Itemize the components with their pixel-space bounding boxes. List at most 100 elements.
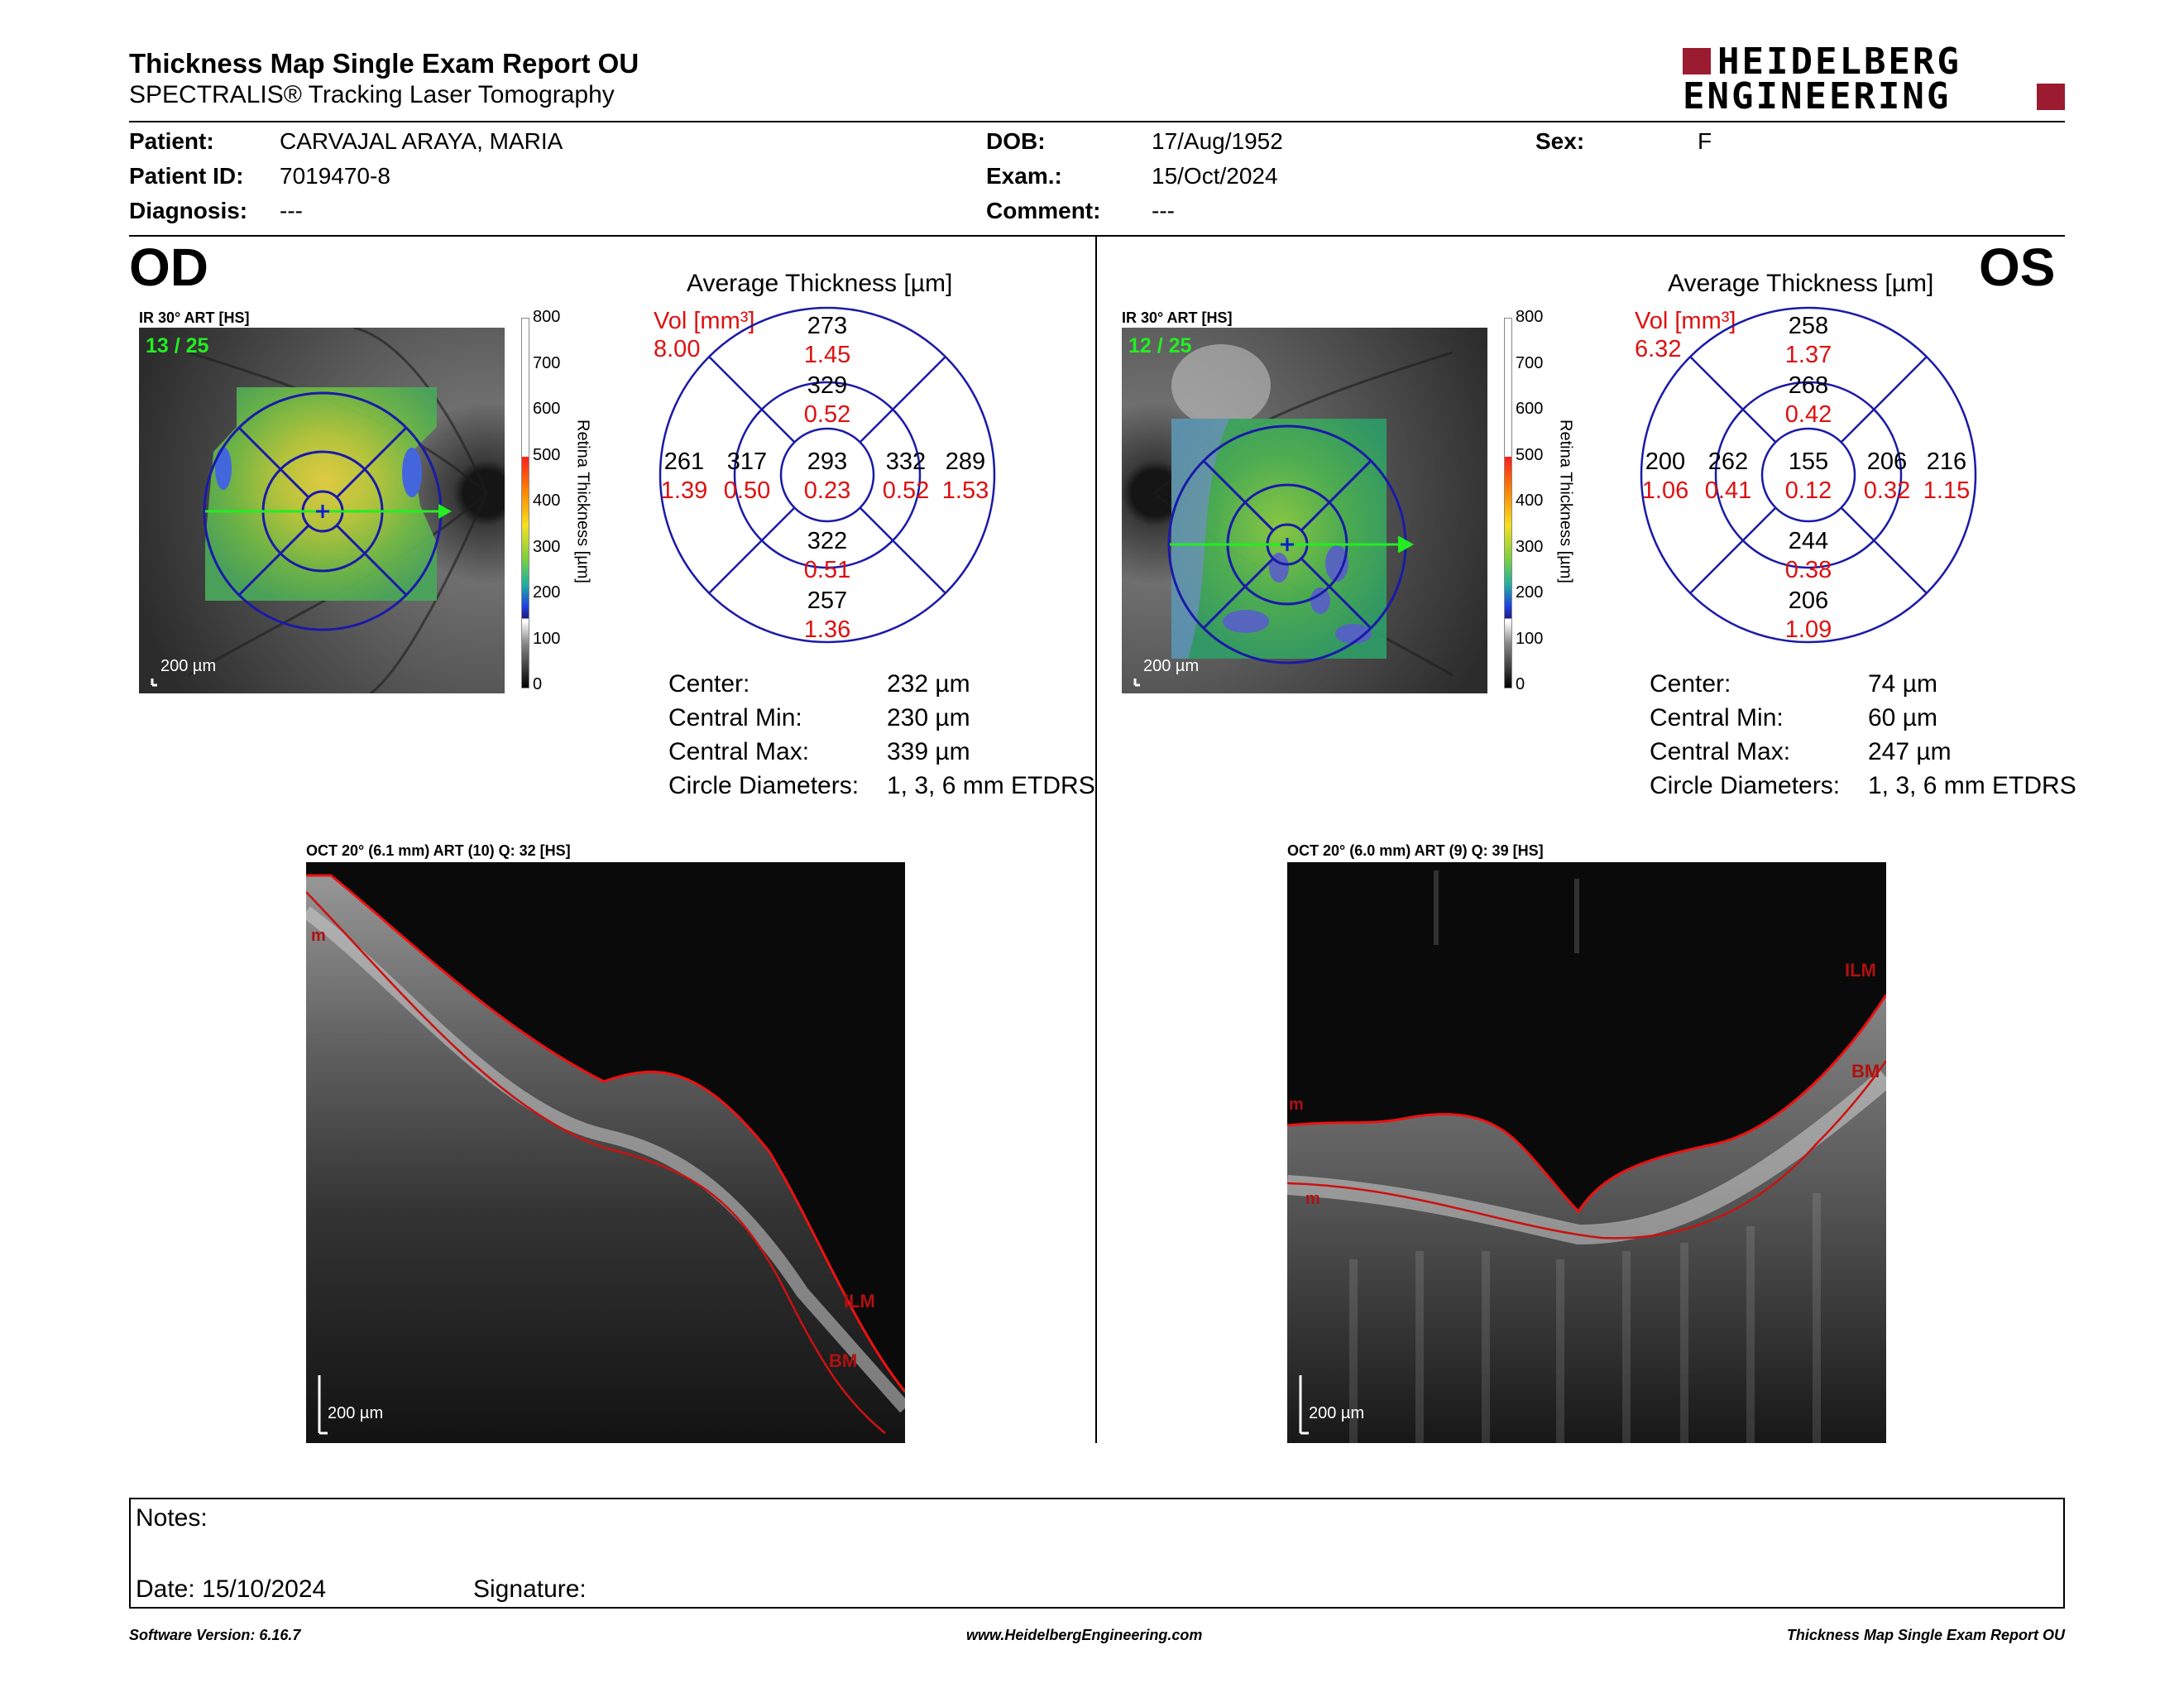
os-min-label: Central Min: <box>1650 704 1784 731</box>
os-outer-superior-volume: 1.37 <box>1784 342 1832 368</box>
od-fundus-image: 13 / 25 200 µm <box>139 328 505 693</box>
od-outer-inferior-volume: 1.36 <box>803 616 851 643</box>
od-inner-nasal-thickness: 332 <box>885 448 927 475</box>
scale-tick: 300 <box>1516 538 1544 556</box>
od-outer-nasal-volume: 1.53 <box>941 477 989 504</box>
od-inner-superior-volume: 0.52 <box>803 401 851 428</box>
os-inner-inferior-thickness: 244 <box>1788 528 1829 554</box>
notes-label: Notes: <box>136 1504 208 1532</box>
scale-tick: 700 <box>1516 354 1544 372</box>
os-outer-inferior-thickness: 206 <box>1788 587 1829 614</box>
os-center-label: Center: <box>1650 670 1731 698</box>
os-outer-temporal-thickness: 216 <box>1926 448 1967 475</box>
od-vol-label: Vol [mm³] <box>654 308 755 334</box>
od-max-value: 339 µm <box>887 738 970 765</box>
od-avg-title: Average Thickness [µm] <box>687 270 953 297</box>
scale-tick: 700 <box>533 354 561 372</box>
scale-tick: 300 <box>533 538 561 556</box>
od-max-label: Central Max: <box>668 738 810 765</box>
patient-name: CARVAJAL ARAYA, MARIA <box>280 128 563 154</box>
scale-axis-label: Retina Thickness [µm] <box>573 420 592 583</box>
os-diam-label: Circle Diameters: <box>1650 772 1841 799</box>
os-outer-nasal-thickness: 200 <box>1645 448 1686 475</box>
exam-label: Exam.: <box>986 163 1062 189</box>
scale-tick: 100 <box>1516 630 1544 648</box>
scale-axis-label: Retina Thickness [µm] <box>1556 420 1575 583</box>
software-version: Software Version: 6.16.7 <box>129 1627 301 1643</box>
sex-value: F <box>1698 128 1712 154</box>
od-outer-inferior-thickness: 257 <box>807 587 848 614</box>
patient-label: Patient: <box>129 128 214 154</box>
patient-id: 7019470-8 <box>280 163 390 189</box>
od-inner-nasal-volume: 0.52 <box>882 477 930 504</box>
os-outer-temporal-volume: 1.15 <box>1923 477 1971 504</box>
dob-value: 17/Aug/1952 <box>1152 128 1283 154</box>
date-label: Date: 15/10/2024 <box>136 1575 327 1603</box>
notes-box[interactable]: Notes: Date: 15/10/2024 Signature: <box>129 1498 2065 1609</box>
report-title: Thickness Map Single Exam Report OU <box>129 48 639 79</box>
od-oct-bscan: m ILM BM 200 µm <box>306 862 905 1443</box>
header-divider <box>129 121 2065 122</box>
od-inner-superior-thickness: 329 <box>807 372 848 399</box>
od-outer-nasal-thickness: 289 <box>945 448 986 475</box>
od-diam-label: Circle Diameters: <box>668 772 860 799</box>
os-layer-m-label-1: m <box>1289 1096 1304 1114</box>
os-outer-inferior-volume: 1.09 <box>1784 616 1832 643</box>
od-outer-temporal-volume: 1.39 <box>660 477 708 504</box>
od-inner-inferior-thickness: 322 <box>807 528 848 554</box>
os-eye-label: OS <box>1979 237 2056 297</box>
os-inner-nasal-volume: 0.41 <box>1704 477 1752 504</box>
od-oct-title: OCT 20° (6.1 mm) ART (10) Q: 32 [HS] <box>306 842 571 859</box>
heidelberg-logo: HEIDELBERG ENGINEERING <box>1683 41 2065 117</box>
scale-tick: 600 <box>533 400 561 418</box>
website-link[interactable]: www.HeidelbergEngineering.com <box>966 1627 1203 1643</box>
od-color-scale: 800 700 600 500 400 300 200 100 0 Retina… <box>521 308 629 698</box>
os-max-label: Central Max: <box>1650 738 1791 765</box>
scale-tick: 200 <box>1516 583 1544 602</box>
os-center-thickness: 155 <box>1788 448 1829 475</box>
scale-tick: 400 <box>1516 492 1544 510</box>
od-diam-value: 1, 3, 6 mm ETDRS <box>887 772 1095 799</box>
os-inner-temporal-volume: 0.32 <box>1863 477 1911 504</box>
patient-id-label: Patient ID: <box>129 163 244 189</box>
od-layer-bm-label: BM <box>829 1350 858 1371</box>
od-layer-ilm-label: ILM <box>844 1291 875 1312</box>
sex-label: Sex: <box>1535 128 1585 154</box>
diagnosis-value: --- <box>280 198 303 223</box>
od-scale-bar: 200 µm <box>160 657 217 675</box>
od-outer-temporal-thickness: 261 <box>663 448 705 475</box>
exam-value: 15/Oct/2024 <box>1152 163 1278 189</box>
od-eye-label: OD <box>129 237 208 297</box>
od-layer-m-label: m <box>311 927 326 945</box>
od-outer-superior-thickness: 273 <box>807 313 848 339</box>
dob-label: DOB: <box>986 128 1046 154</box>
os-center-volume: 0.12 <box>1784 477 1832 504</box>
scale-tick: 200 <box>533 583 561 602</box>
os-frame-counter: 12 / 25 <box>1128 334 1192 357</box>
od-oct-scale-bar: 200 µm <box>328 1404 384 1422</box>
scale-tick: 500 <box>1516 446 1544 464</box>
os-inner-inferior-volume: 0.38 <box>1784 557 1832 583</box>
os-scale-bar: 200 µm <box>1143 657 1200 675</box>
report-subtitle: SPECTRALIS® Tracking Laser Tomography <box>129 81 615 108</box>
os-etdrs-grid: 258 1.37 268 0.42 155 0.12 244 0.38 206 … <box>1640 306 1977 644</box>
os-layer-m-label-2: m <box>1305 1190 1320 1208</box>
diagnosis-label: Diagnosis: <box>129 198 248 223</box>
scale-tick: 100 <box>533 630 561 648</box>
os-oct-bscan: m m ILM BM 200 µm <box>1287 862 1886 1443</box>
od-min-label: Central Min: <box>668 704 802 731</box>
od-frame-counter: 13 / 25 <box>146 334 209 357</box>
scale-tick: 600 <box>1516 400 1544 418</box>
od-inner-temporal-thickness: 317 <box>726 448 768 475</box>
od-vol-value: 8.00 <box>654 336 701 362</box>
os-center-value: 74 µm <box>1868 670 1937 698</box>
os-inner-nasal-thickness: 262 <box>1707 448 1749 475</box>
od-center-volume: 0.23 <box>803 477 851 504</box>
os-vol-label: Vol [mm³] <box>1635 308 1736 334</box>
footer-report-name: Thickness Map Single Exam Report OU <box>1786 1627 2065 1643</box>
scale-tick: 500 <box>533 446 561 464</box>
os-layer-bm-label: BM <box>1851 1061 1880 1081</box>
os-max-value: 247 µm <box>1868 738 1952 765</box>
od-inner-temporal-volume: 0.50 <box>723 477 771 504</box>
os-ir-title: IR 30° ART [HS] <box>1122 309 1233 326</box>
